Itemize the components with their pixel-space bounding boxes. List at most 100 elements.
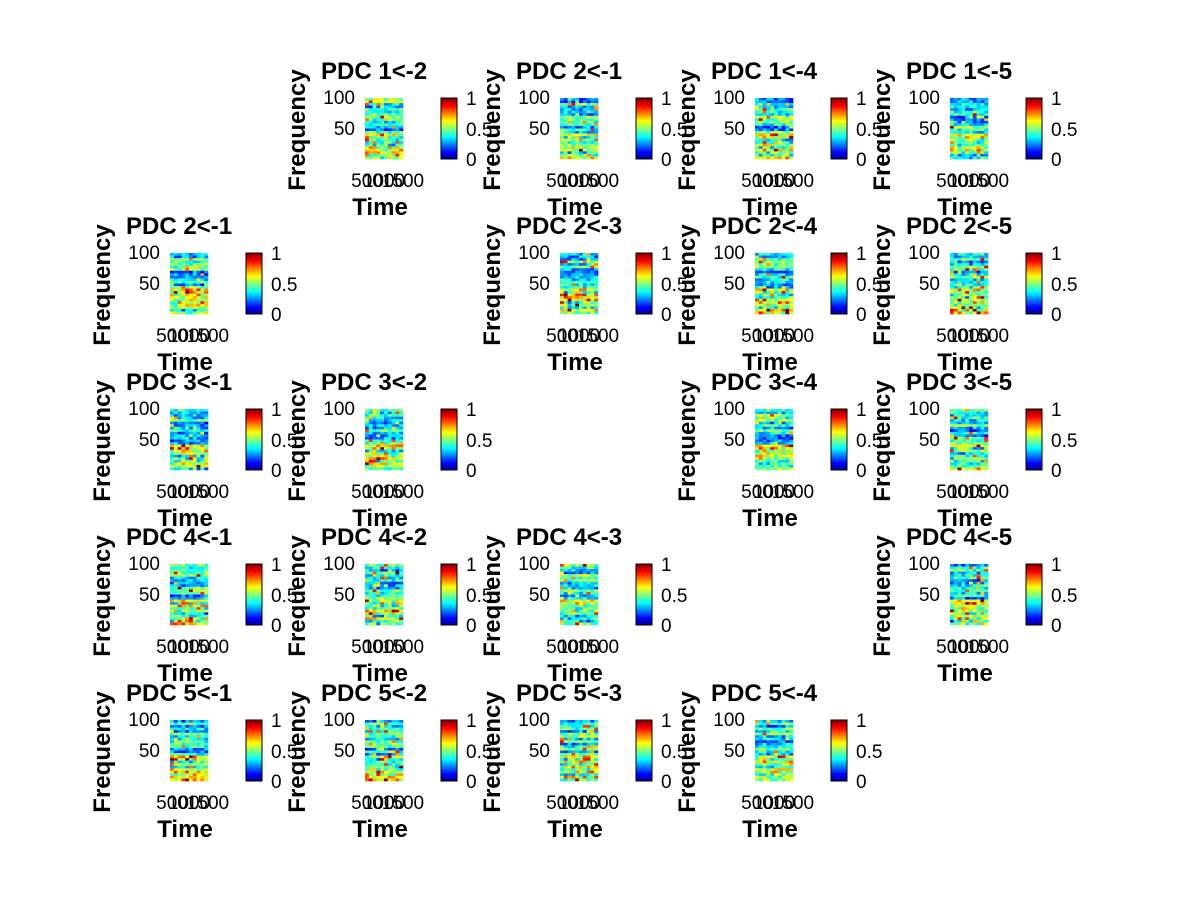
heatmap-cell (365, 98, 370, 101)
heatmap-cell (770, 737, 775, 741)
heatmap-cell (391, 775, 396, 779)
heatmap-cell (774, 291, 779, 294)
heatmap-cell (950, 148, 955, 152)
heatmap-cell (766, 103, 771, 106)
heatmap-cell (755, 426, 760, 430)
heatmap-cell (395, 579, 400, 583)
heatmap-cell (395, 602, 400, 605)
heatmap-cell (391, 725, 396, 728)
heatmap-cell (170, 308, 175, 312)
heatmap-cell (395, 609, 400, 613)
heatmap-cell (571, 599, 576, 603)
heatmap-cell (563, 594, 568, 598)
heatmap-cell (766, 291, 771, 294)
colorbar-tick: 0 (466, 616, 477, 637)
heatmap-cell (586, 760, 591, 764)
heatmap-cell (976, 288, 981, 292)
heatmap-cell (582, 584, 587, 588)
heatmap-cell (170, 436, 175, 440)
heatmap-cell (969, 138, 974, 142)
heatmap-cell (177, 268, 182, 272)
heatmap-cell (953, 131, 958, 134)
heatmap-cell (196, 464, 201, 468)
heatmap-cell (957, 301, 962, 305)
heatmap-cell (965, 143, 970, 147)
colorbar-tick: 0.5 (466, 586, 492, 607)
heatmap-cell (774, 265, 779, 269)
heatmap-cell (774, 303, 779, 307)
heatmap-cell (391, 604, 396, 608)
heatmap-cell (976, 296, 981, 300)
heatmap-cell (181, 584, 186, 588)
heatmap-cell (196, 765, 201, 769)
heatmap-cell (980, 311, 985, 315)
heatmap-cell (380, 148, 385, 152)
heatmap-cell (969, 125, 974, 129)
heatmap-cell (594, 753, 599, 756)
heatmap-cell (567, 153, 572, 157)
heatmap-cell (173, 599, 178, 603)
heatmap-cell (766, 416, 771, 420)
heatmap-cell (387, 778, 392, 782)
heatmap-cell (590, 619, 595, 623)
heatmap-cell (380, 773, 385, 777)
heatmap-cell (196, 730, 201, 734)
heatmap-cell (774, 737, 779, 741)
heatmap-cell (582, 270, 587, 274)
colorbar-tick: 0.5 (271, 586, 297, 607)
heatmap-cell (567, 773, 572, 777)
heatmap-cell (579, 753, 584, 756)
heatmap-cell (980, 306, 985, 310)
heatmap-cell (980, 113, 985, 117)
heatmap-cell (575, 760, 580, 764)
heatmap-cell (177, 457, 182, 461)
heatmap-cell (586, 108, 591, 112)
heatmap-cell (192, 609, 197, 613)
heatmap-cell (582, 268, 587, 272)
ytick-label: 100 (128, 554, 160, 575)
heatmap-cell (185, 768, 190, 772)
heatmap-cell (204, 619, 209, 623)
heatmap-cell (766, 143, 771, 147)
heatmap-cell (204, 584, 209, 588)
heatmap-cell (563, 773, 568, 777)
heatmap-cell (579, 120, 584, 124)
heatmap-cell (984, 293, 989, 297)
heatmap-cell (957, 411, 962, 415)
heatmap-cell (789, 414, 794, 417)
heatmap-cell (395, 576, 400, 580)
heatmap-cell (192, 275, 197, 279)
heatmap-cell (192, 263, 197, 267)
heatmap-cell (980, 414, 985, 417)
heatmap-cell (560, 566, 565, 570)
xtick-label: 500 (936, 482, 968, 503)
heatmap-cell (965, 296, 970, 300)
heatmap-cell (368, 768, 373, 772)
heatmap-cell (770, 750, 775, 754)
heatmap-cell (196, 589, 201, 593)
heatmap-cell (953, 151, 958, 155)
heatmap-cell (177, 735, 182, 739)
heatmap-cell (953, 115, 958, 119)
heatmap-cell (755, 283, 760, 287)
heatmap-cell (950, 138, 955, 142)
heatmap-cell (571, 253, 576, 256)
heatmap-cell (770, 143, 775, 147)
heatmap-cell (972, 301, 977, 305)
heatmap-cell (204, 614, 209, 618)
heatmap-cell (575, 100, 580, 104)
heatmap-cell (950, 576, 955, 580)
heatmap-cell (395, 436, 400, 440)
heatmap-cell (387, 571, 392, 575)
heatmap-cell (984, 464, 989, 468)
heatmap-cell (590, 113, 595, 117)
heatmap-cell (785, 311, 790, 315)
heatmap-cell (953, 449, 958, 453)
heatmap-cell (972, 291, 977, 294)
heatmap-cell (586, 591, 591, 595)
heatmap-cell (563, 597, 568, 600)
heatmap-cell (972, 459, 977, 463)
heatmap-cell (789, 725, 794, 728)
heatmap-cell (387, 763, 392, 767)
heatmap-cell (777, 740, 782, 744)
